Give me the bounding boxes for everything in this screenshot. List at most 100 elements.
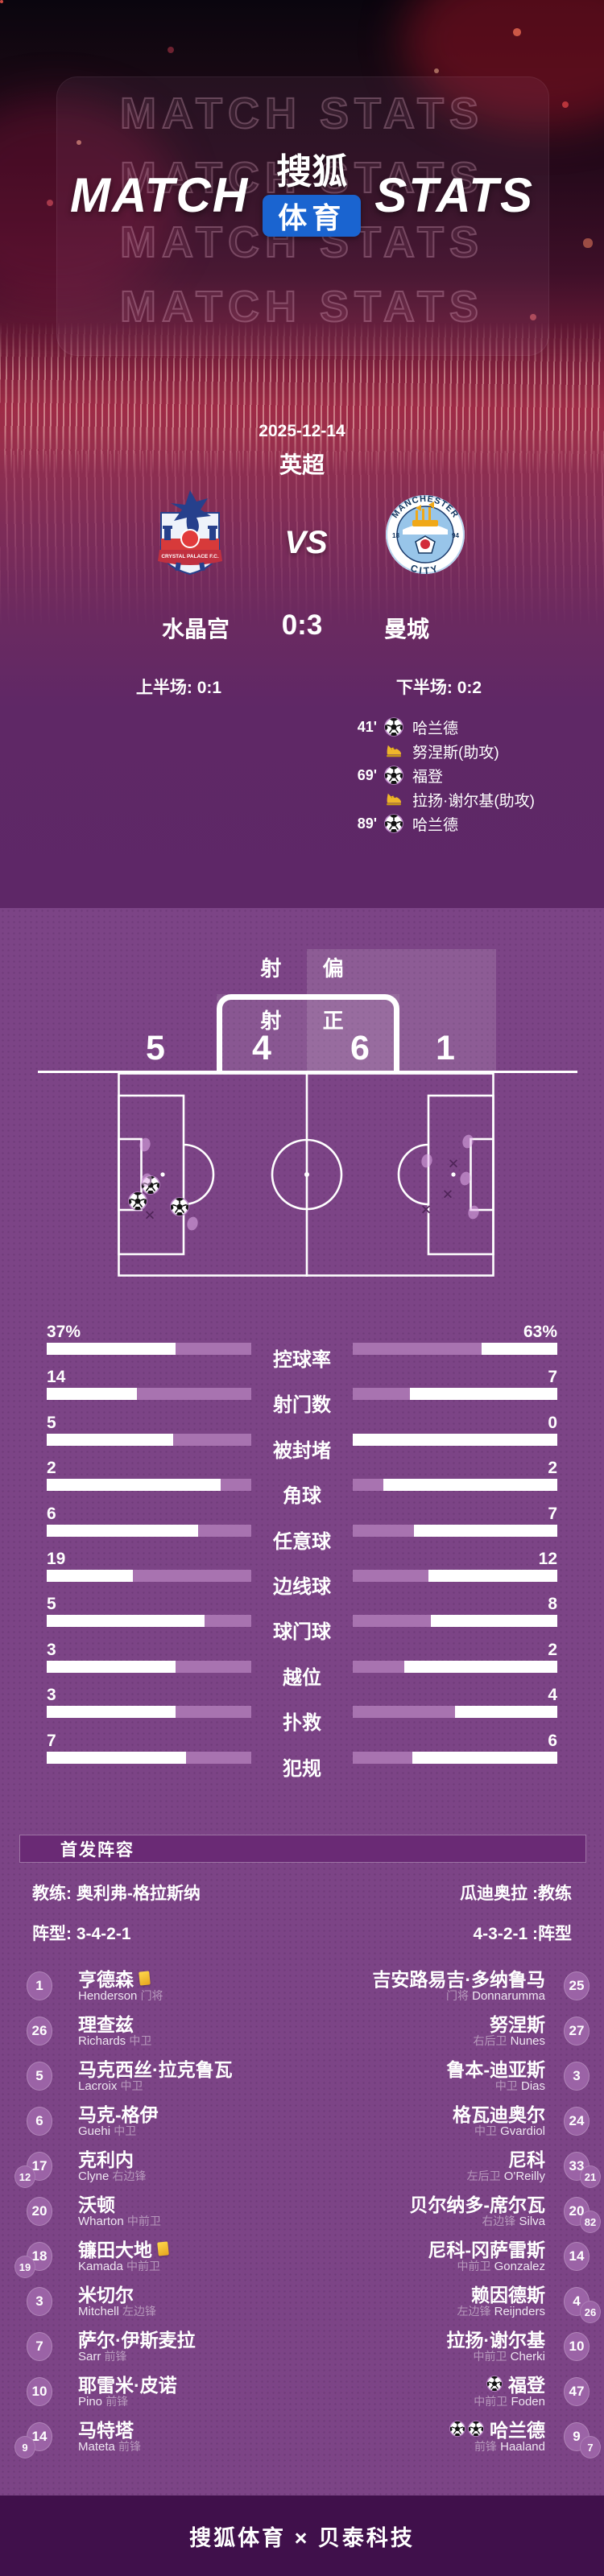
yellow-card-icon (157, 2240, 169, 2256)
home-stat-fill (173, 1433, 251, 1446)
sohu-sports-logo: 搜狐 体育 (260, 153, 363, 237)
crystal-palace-crest: CRYSTAL PALACE F.C. (158, 490, 222, 576)
away-coach: 瓜迪奥拉 :教练 (460, 1885, 572, 1903)
away-sub-number: 26 (580, 2301, 601, 2323)
away-stat-fill (353, 1343, 482, 1355)
away-player-cn: 拉扬·谢尔基 (446, 2330, 545, 2351)
away-sub-number: 82 (580, 2211, 601, 2233)
home-shirt-number: 1 (27, 1971, 52, 2000)
shot-marker: ✕ (143, 1208, 156, 1224)
away-stat-bar (353, 1569, 557, 1582)
home-stat-value: 37% (47, 1323, 81, 1341)
lineup-row: 9 14 马特塔 Mateta 前锋 7 9 哈兰德 前锋 (0, 2413, 604, 2458)
away-player-position: 中前卫 (473, 2350, 507, 2363)
away-stat-bar (353, 1388, 557, 1401)
home-player-name: 马克-格伊 (78, 2099, 159, 2127)
away-player-cn: 哈兰德 (490, 2420, 545, 2441)
starting-lineups: 1 亨德森 Henderson 门将 25 吉安路易吉·多纳鲁马 门将 (0, 1963, 604, 2458)
away-player-detail: 中前卫 Foden (474, 2393, 545, 2409)
home-player-position: 左边锋 (122, 2305, 157, 2318)
away-shirt-number: 33 (564, 2152, 590, 2181)
away-player-name: 贝尔纳多-席尔瓦 (409, 2190, 545, 2217)
vs-label: VS (284, 525, 328, 560)
home-player-detail: Kamada 中前卫 (78, 2258, 160, 2274)
city-est-18: 18 (392, 532, 399, 539)
stat-row: 5 8 球门球 (0, 1595, 604, 1643)
away-stat-value: 7 (548, 1368, 557, 1387)
away-stat-fill (353, 1524, 415, 1537)
home-player-cn: 马克-格伊 (78, 2104, 159, 2125)
stat-label: 犯规 (283, 1757, 321, 1780)
stat-row: 3 2 越位 (0, 1640, 604, 1689)
home-sub-number: 19 (14, 2256, 35, 2278)
home-stat-fill (204, 1615, 251, 1628)
away-player-name: 福登 (486, 2370, 545, 2397)
home-stat-value: 14 (47, 1368, 66, 1387)
home-stat-value: 19 (47, 1549, 66, 1568)
away-stat-value: 6 (548, 1731, 557, 1750)
away-player-name: 格瓦迪奥尔 (453, 2099, 545, 2127)
goal-event-row: 69' 福登 (354, 763, 596, 787)
lineup-row: 1 亨德森 Henderson 门将 25 吉安路易吉·多纳鲁马 门将 (0, 1963, 604, 2008)
lineup-row: 20 沃顿 Wharton 中前卫 82 20 贝尔纳多-席尔瓦 右边锋 (0, 2188, 604, 2233)
home-stat-fill (176, 1343, 251, 1355)
home-stat-fill (132, 1569, 251, 1582)
halftone-texture (0, 908, 604, 2496)
home-player-cn: 沃顿 (78, 2194, 115, 2215)
watermark-text: MATCH STATS (119, 153, 484, 203)
home-player-position: 前锋 (104, 2350, 127, 2363)
home-player-cn: 马克西丝·拉克鲁瓦 (78, 2059, 233, 2080)
first-half-score: 上半场: 0:1 (135, 679, 222, 697)
lineup-row: 12 17 克利内 Clyne 右边锋 21 33 尼科 左 (0, 2143, 604, 2188)
stat-row: 6 7 任意球 (0, 1504, 604, 1553)
home-player-name: 马特塔 (78, 2415, 134, 2442)
goal-event-row: 努涅斯(助攻) (354, 739, 596, 763)
away-stat-value: 2 (548, 1640, 557, 1659)
away-shots-on-count: 6 (350, 1029, 370, 1067)
home-player-position: 前锋 (118, 2440, 142, 2453)
home-stat-fill (197, 1524, 251, 1537)
home-shirt-number: 7 (27, 2332, 52, 2361)
away-player-en: Gvardiol (500, 2124, 545, 2138)
away-player-name: 努涅斯 (490, 2009, 545, 2037)
home-stat-bar (47, 1343, 251, 1355)
home-stat-value: 3 (47, 1640, 56, 1659)
away-stat-value: 2 (548, 1459, 557, 1478)
away-stat-fill (353, 1479, 384, 1492)
away-player-detail: 左后卫 O'Reilly (467, 2168, 545, 2184)
away-formation: 4-3-2-1 :阵型 (473, 1925, 572, 1943)
home-stat-bar (47, 1706, 251, 1719)
home-player-cn: 克利内 (78, 2149, 134, 2170)
stat-label: 边线球 (273, 1575, 331, 1598)
home-team-name: 水晶宫 (161, 617, 230, 642)
home-player-en: Mitchell (78, 2305, 119, 2318)
home-player-name: 米切尔 (78, 2280, 134, 2307)
home-player-detail: Lacroix 中卫 (78, 2078, 143, 2094)
home-player-name: 镰田大地 (78, 2235, 169, 2262)
away-player-en: Reijnders (494, 2305, 545, 2318)
footer-text: 搜狐体育 × 贝泰科技 (189, 2525, 415, 2550)
manchester-city-crest: MANCHESTER CITY 18 94 (386, 494, 465, 575)
away-player-cn: 格瓦迪奥尔 (453, 2104, 545, 2125)
stat-row: 3 4 扑救 (0, 1686, 604, 1734)
stat-row: 14 7 射门数 (0, 1368, 604, 1416)
shot-marker: ✕ (420, 1202, 432, 1218)
away-player-position: 右后卫 (473, 2034, 507, 2047)
second-half-score: 下半场: 0:2 (395, 679, 482, 697)
away-team-name: 曼城 (383, 617, 429, 642)
home-stat-value: 3 (47, 1686, 56, 1705)
home-player-detail: Clyne 右边锋 (78, 2168, 147, 2184)
away-player-position: 右边锋 (482, 2215, 516, 2227)
stat-label: 角球 (283, 1485, 321, 1508)
home-stat-fill (220, 1479, 251, 1492)
home-player-name: 萨尔·伊斯麦拉 (78, 2325, 196, 2352)
away-stat-bar (353, 1433, 557, 1446)
away-player-detail: 中卫 Dias (495, 2078, 545, 2094)
away-stat-value: 7 (548, 1504, 557, 1523)
sohu-logo-text: 搜狐 (276, 151, 348, 192)
home-shirt-number: 14 (27, 2422, 52, 2451)
home-player-detail: Guehi 中卫 (78, 2123, 136, 2139)
shot-marker: ✕ (447, 1156, 460, 1172)
pitch-baseline (38, 1071, 577, 1073)
home-shirt-number: 18 (27, 2242, 52, 2271)
